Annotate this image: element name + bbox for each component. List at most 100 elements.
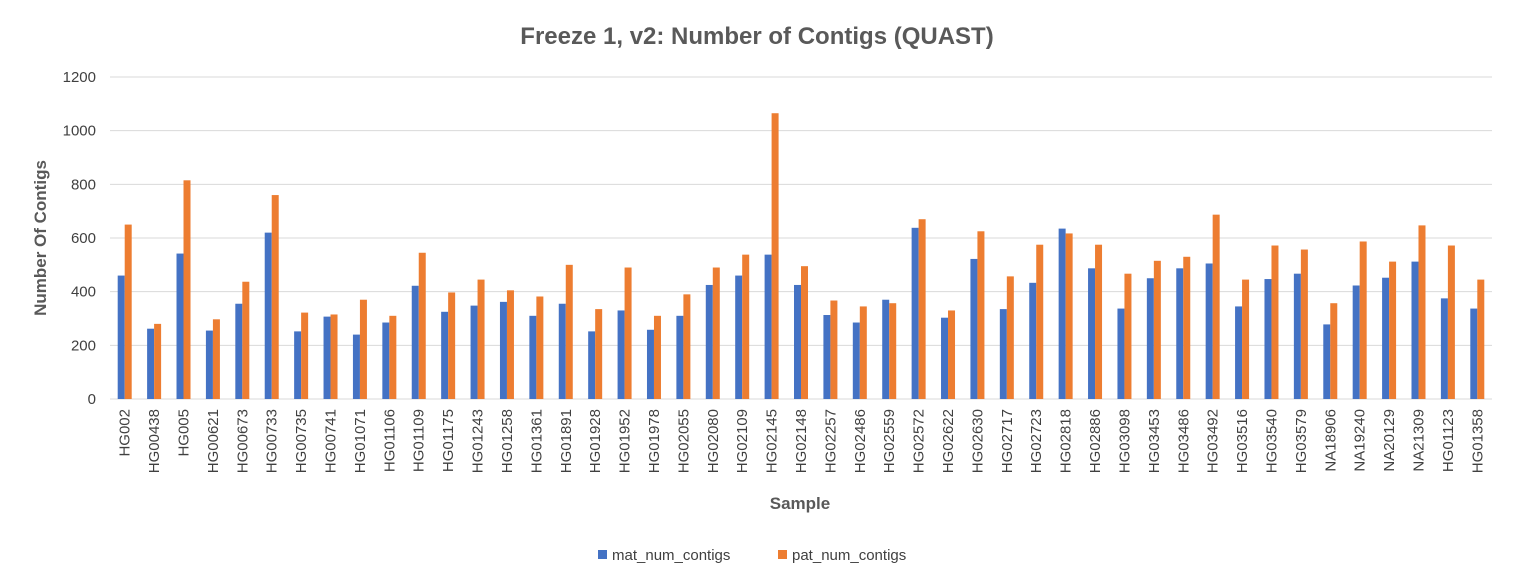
- bar-pat_num_contigs: [1477, 279, 1485, 399]
- x-tick-label: HG02622: [940, 409, 957, 473]
- x-tick-label: HG01175: [440, 409, 457, 472]
- bar-pat_num_contigs: [124, 224, 132, 399]
- x-tick-label: HG02257: [822, 409, 839, 473]
- bar-mat_num_contigs: [1117, 308, 1125, 399]
- bar-mat_num_contigs: [941, 317, 949, 399]
- bar-pat_num_contigs: [712, 267, 720, 399]
- y-tick-label: 200: [71, 337, 96, 354]
- bar-pat_num_contigs: [183, 180, 191, 399]
- bar-mat_num_contigs: [911, 227, 919, 399]
- bar-mat_num_contigs: [147, 328, 155, 399]
- bar-mat_num_contigs: [1264, 279, 1272, 399]
- bar-mat_num_contigs: [1058, 228, 1066, 399]
- x-tick-label: HG02148: [793, 409, 810, 473]
- x-tick-label: HG01928: [587, 409, 604, 473]
- bar-mat_num_contigs: [676, 315, 684, 399]
- bar-pat_num_contigs: [859, 306, 867, 399]
- x-tick-label: HG01952: [617, 409, 634, 473]
- x-tick-label: HG00438: [146, 409, 163, 473]
- bar-pat_num_contigs: [595, 309, 603, 399]
- bar-mat_num_contigs: [882, 299, 890, 399]
- x-tick-label: HG02572: [911, 409, 928, 473]
- x-tick-label: NA18906: [1322, 409, 1339, 472]
- y-tick-label: 600: [71, 230, 96, 247]
- bar-mat_num_contigs: [1293, 273, 1301, 399]
- legend-swatch-mat_num_contigs: [598, 550, 607, 559]
- bar-mat_num_contigs: [441, 311, 449, 399]
- legend-label: mat_num_contigs: [612, 547, 730, 564]
- bar-mat_num_contigs: [235, 303, 243, 399]
- bar-mat_num_contigs: [352, 334, 360, 399]
- y-tick-label: 800: [71, 176, 96, 193]
- x-tick-label: HG01123: [1440, 409, 1457, 472]
- bar-pat_num_contigs: [624, 267, 632, 399]
- bar-pat_num_contigs: [212, 319, 220, 399]
- bar-mat_num_contigs: [1352, 285, 1360, 399]
- x-tick-label: HG00733: [264, 409, 281, 473]
- bar-mat_num_contigs: [1411, 261, 1419, 399]
- bar-mat_num_contigs: [1205, 263, 1213, 399]
- bar-pat_num_contigs: [830, 300, 838, 399]
- bar-pat_num_contigs: [1271, 245, 1279, 399]
- bar-mat_num_contigs: [529, 315, 537, 399]
- bar-mat_num_contigs: [794, 284, 801, 399]
- x-tick-label: HG02559: [881, 409, 898, 473]
- y-axis-title: Number Of Contigs: [31, 160, 50, 316]
- bar-pat_num_contigs: [742, 254, 750, 399]
- bar-pat_num_contigs: [1036, 244, 1044, 399]
- x-tick-label: HG01109: [411, 409, 428, 472]
- x-tick-label: HG01891: [558, 409, 575, 473]
- bar-pat_num_contigs: [948, 310, 956, 399]
- x-tick-label: NA20129: [1381, 409, 1398, 472]
- bar-pat_num_contigs: [1242, 279, 1250, 399]
- x-tick-label: HG01071: [352, 409, 369, 473]
- bar-mat_num_contigs: [1323, 324, 1331, 399]
- x-tick-label: HG03579: [1293, 409, 1310, 473]
- bar-pat_num_contigs: [1095, 244, 1103, 399]
- bar-mat_num_contigs: [1029, 282, 1037, 399]
- bar-pat_num_contigs: [359, 299, 367, 399]
- x-tick-label: HG02109: [734, 409, 751, 473]
- x-tick-label: HG02080: [705, 409, 722, 473]
- bar-pat_num_contigs: [271, 195, 279, 399]
- bar-mat_num_contigs: [852, 322, 860, 399]
- bar-pat_num_contigs: [1006, 276, 1014, 399]
- x-tick-label: HG01243: [470, 409, 487, 473]
- x-tick-label: NA21309: [1410, 409, 1427, 472]
- x-tick-label: HG02055: [675, 409, 692, 473]
- bar-pat_num_contigs: [977, 231, 985, 399]
- bar-mat_num_contigs: [1440, 298, 1448, 399]
- bar-pat_num_contigs: [771, 113, 779, 399]
- x-tick-label: HG03540: [1263, 409, 1280, 473]
- x-axis-title: Sample: [770, 494, 830, 513]
- x-tick-label: HG02630: [969, 409, 986, 473]
- x-tick-label: HG02818: [1058, 409, 1075, 473]
- bar-pat_num_contigs: [330, 314, 338, 399]
- bars: [117, 113, 1485, 399]
- bar-pat_num_contigs: [389, 315, 397, 399]
- y-tick-label: 1200: [63, 69, 96, 86]
- bar-pat_num_contigs: [801, 266, 808, 399]
- bar-pat_num_contigs: [653, 315, 661, 399]
- bar-mat_num_contigs: [1146, 278, 1154, 399]
- bar-mat_num_contigs: [1176, 268, 1184, 399]
- bar-pat_num_contigs: [1124, 273, 1132, 399]
- bar-pat_num_contigs: [918, 219, 926, 399]
- bar-mat_num_contigs: [823, 315, 831, 399]
- bar-pat_num_contigs: [1153, 260, 1161, 399]
- bar-pat_num_contigs: [683, 294, 691, 399]
- x-tick-label: HG002: [117, 409, 134, 457]
- bar-pat_num_contigs: [1389, 261, 1397, 399]
- bar-mat_num_contigs: [970, 258, 978, 399]
- bar-mat_num_contigs: [1382, 277, 1390, 399]
- x-tick-label: HG00741: [323, 409, 340, 473]
- x-tick-label: HG01358: [1469, 409, 1486, 473]
- bar-pat_num_contigs: [1359, 241, 1367, 399]
- bar-mat_num_contigs: [705, 284, 713, 399]
- bar-mat_num_contigs: [176, 253, 184, 399]
- x-tick-label: HG03486: [1175, 409, 1192, 473]
- bar-pat_num_contigs: [1065, 233, 1073, 399]
- x-tick-label: HG03453: [1146, 409, 1163, 473]
- x-tick-label: HG00735: [293, 409, 310, 473]
